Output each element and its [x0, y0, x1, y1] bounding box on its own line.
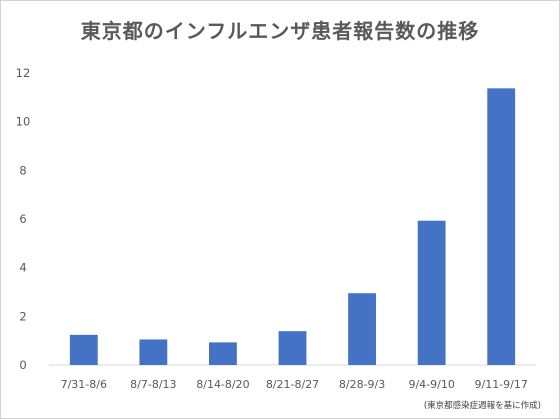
- x-tick-label: 7/31-8/6: [61, 378, 107, 391]
- chart-title: 東京都のインフルエンザ患者報告数の推移: [80, 19, 480, 43]
- x-tick-label: 9/11-9/17: [475, 378, 528, 391]
- y-tick-label: 10: [16, 115, 31, 129]
- x-tick-label: 8/7-8/13: [130, 378, 176, 391]
- x-tick-label: 9/4-9/10: [408, 378, 454, 391]
- x-tick-label: 8/28-9/3: [339, 378, 385, 391]
- bar: [209, 342, 237, 365]
- source-note: (東京都感染症週報を基に作成): [423, 401, 541, 411]
- y-tick-label: 12: [16, 66, 31, 80]
- y-tick-label: 6: [19, 212, 26, 226]
- bar: [139, 339, 168, 365]
- y-tick-label: 8: [19, 163, 26, 177]
- x-tick-label: 8/21-8/27: [266, 378, 319, 391]
- bar: [69, 334, 98, 365]
- bar: [487, 88, 516, 365]
- y-tick-label: 0: [19, 358, 26, 372]
- y-tick-label: 2: [19, 309, 26, 323]
- bar: [278, 331, 307, 365]
- y-tick-label: 4: [19, 261, 26, 275]
- bar: [348, 293, 376, 365]
- x-tick-label: 8/14-8/20: [196, 378, 249, 391]
- bar: [417, 220, 446, 365]
